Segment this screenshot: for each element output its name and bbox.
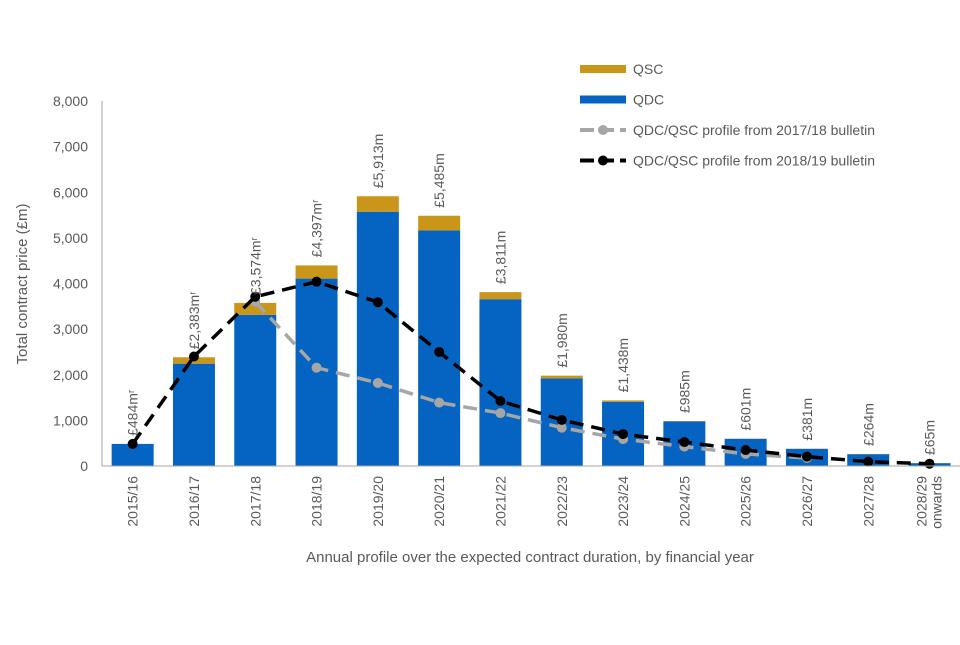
- x-tick-label-line: onwards: [929, 476, 945, 529]
- legend-label: QDC: [633, 92, 664, 108]
- bar-qdc: [234, 315, 276, 466]
- x-tick-label-line: 2015/16: [125, 476, 141, 527]
- data-label: £985m: [676, 370, 692, 413]
- data-label: £4,397mʳ: [309, 199, 325, 257]
- legend: QSC QDC QDC/QSC profile from 2017/18 bulle…: [580, 61, 875, 169]
- x-tick-label-line: 2027/28: [860, 476, 876, 527]
- bar-qsc: [296, 265, 338, 278]
- line-point: [128, 439, 138, 449]
- y-tick-label: 8,000: [53, 93, 88, 109]
- x-tick-label-line: 2018/19: [309, 476, 325, 527]
- line-series-0: [255, 302, 807, 458]
- bar-qdc: [479, 299, 521, 466]
- x-tick-label-line: 2021/22: [492, 476, 508, 527]
- data-label: £381m: [799, 398, 815, 441]
- y-tick-label: 4,000: [53, 276, 88, 292]
- data-label: £601m: [738, 388, 754, 431]
- legend-label: QDC/QSC profile from 2018/19 bulletin: [633, 153, 875, 169]
- y-tick-label: 3,000: [53, 321, 88, 337]
- x-tick-label-line: 2022/23: [554, 476, 570, 527]
- x-tick-label: 2022/23: [554, 476, 570, 527]
- x-tick-label: 2025/26: [738, 476, 754, 527]
- bar-qsc: [541, 376, 583, 379]
- line-point: [312, 277, 322, 287]
- bar-qsc: [479, 292, 521, 299]
- legend-swatch-marker: [598, 156, 608, 166]
- x-tick-label: 2027/28: [860, 476, 876, 527]
- x-tick-label-line: 2028/29: [914, 476, 930, 527]
- x-tick-label-line: 2025/26: [738, 476, 754, 527]
- x-tick-label-line: 2026/27: [799, 476, 815, 527]
- legend-swatch-marker: [598, 125, 608, 135]
- y-tick-label: 5,000: [53, 230, 88, 246]
- y-tick-label: 7,000: [53, 139, 88, 155]
- line-point: [495, 396, 505, 406]
- data-label: £1,980m: [554, 313, 570, 367]
- x-tick-label-line: 2024/25: [676, 476, 692, 527]
- line-point: [557, 415, 567, 425]
- data-label: £65m: [922, 420, 938, 455]
- line-point: [618, 429, 628, 439]
- legend-label: QSC: [633, 61, 663, 77]
- x-tick-label: 2018/19: [309, 476, 325, 527]
- data-label: £5,485m: [431, 153, 447, 207]
- y-tick-label: 0: [80, 458, 88, 474]
- line-point: [373, 297, 383, 307]
- line-point: [679, 437, 689, 447]
- data-label: £1,438m: [615, 338, 631, 392]
- x-tick-label: 2028/29onwards: [914, 476, 945, 529]
- x-tick-label-line: 2017/18: [247, 476, 263, 527]
- x-tick-label: 2023/24: [615, 476, 631, 527]
- x-tick-label: 2019/20: [370, 476, 386, 527]
- line-point: [495, 408, 505, 418]
- x-tick-label-line: 2019/20: [370, 476, 386, 527]
- x-tick-label: 2015/16: [125, 476, 141, 527]
- y-tick-label: 1,000: [53, 412, 88, 428]
- line-point: [925, 459, 935, 469]
- data-label: £3,811m: [492, 231, 508, 284]
- line-point: [312, 363, 322, 373]
- x-axis-title: Annual profile over the expected contrac…: [306, 549, 754, 566]
- x-tick-label: 2017/18: [247, 476, 263, 527]
- x-tick-label: 2020/21: [431, 476, 447, 527]
- y-tick-label: 2,000: [53, 367, 88, 383]
- bar-qdc: [357, 212, 399, 466]
- bar-qsc: [357, 196, 399, 212]
- line-point: [434, 347, 444, 357]
- line-point: [741, 445, 751, 455]
- x-tick-label: 2024/25: [676, 476, 692, 527]
- data-label: £3,574mʳ: [247, 236, 263, 294]
- x-tick-label: 2026/27: [799, 476, 815, 527]
- x-tick-label: 2021/22: [492, 476, 508, 527]
- line-point: [373, 378, 383, 388]
- legend-swatch-qdc: [580, 96, 626, 104]
- data-label: £2,383mʳ: [186, 291, 202, 349]
- line-point: [863, 457, 873, 467]
- bar-qsc: [418, 216, 460, 231]
- line-point: [189, 352, 199, 362]
- data-label: £5,913m: [370, 134, 386, 188]
- y-tick-label: 6,000: [53, 184, 88, 200]
- line-point: [802, 452, 812, 462]
- x-tick-label-line: 2020/21: [431, 476, 447, 527]
- bars: [112, 196, 951, 466]
- x-tick-label-line: 2023/24: [615, 476, 631, 527]
- x-tick-label: 2016/17: [186, 476, 202, 527]
- legend-label: QDC/QSC profile from 2017/18 bulletin: [633, 122, 875, 138]
- data-label: £484mʳ: [125, 389, 141, 436]
- y-axis-title: Total contract price (£m): [14, 204, 31, 365]
- line-point: [434, 398, 444, 408]
- bar-qsc: [602, 400, 644, 401]
- legend-swatch-qsc: [580, 65, 626, 73]
- x-tick-label-line: 2016/17: [186, 476, 202, 527]
- data-label: £264m: [860, 403, 876, 446]
